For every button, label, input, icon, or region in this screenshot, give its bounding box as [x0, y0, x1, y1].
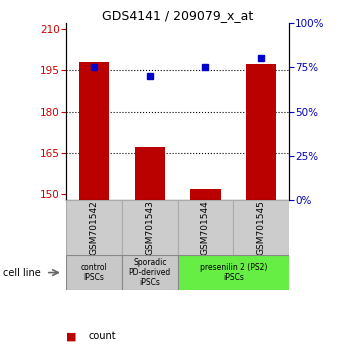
Title: GDS4141 / 209079_x_at: GDS4141 / 209079_x_at — [102, 9, 253, 22]
Bar — [178, 255, 289, 290]
Bar — [246, 64, 276, 200]
Bar — [135, 148, 165, 200]
Bar — [66, 255, 122, 290]
Text: GSM701543: GSM701543 — [145, 200, 154, 255]
Text: Sporadic
PD-derived
iPSCs: Sporadic PD-derived iPSCs — [129, 258, 171, 287]
Text: cell line: cell line — [3, 268, 41, 278]
Text: count: count — [88, 331, 116, 341]
Bar — [178, 200, 233, 255]
Bar — [233, 200, 289, 255]
Bar — [66, 200, 122, 255]
Bar — [122, 200, 178, 255]
Text: ■: ■ — [66, 331, 77, 341]
Text: GSM701542: GSM701542 — [90, 200, 99, 255]
Text: GSM701544: GSM701544 — [201, 200, 210, 255]
Text: control
IPSCs: control IPSCs — [81, 263, 107, 282]
Bar — [79, 62, 109, 200]
Text: presenilin 2 (PS2)
iPSCs: presenilin 2 (PS2) iPSCs — [200, 263, 267, 282]
Bar — [190, 189, 221, 200]
Text: GSM701545: GSM701545 — [257, 200, 266, 255]
Bar — [122, 255, 178, 290]
